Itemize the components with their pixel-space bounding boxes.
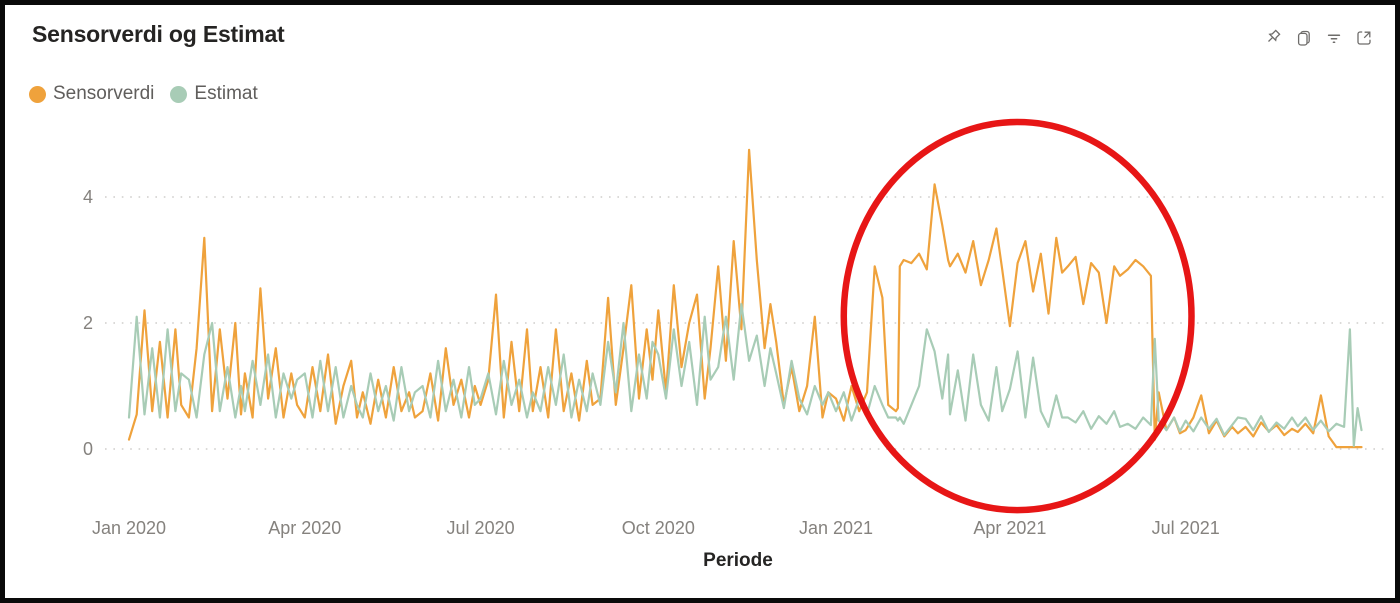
anomaly-circle-annotation [840, 118, 1195, 514]
filter-icon[interactable] [1325, 29, 1343, 47]
visual-header-actions [1265, 29, 1373, 47]
x-tick-label: Jul 2020 [447, 518, 515, 538]
legend-item-estimat[interactable]: Estimat [170, 83, 258, 105]
legend-item-sensorverdi[interactable]: Sensorverdi [29, 83, 154, 105]
legend-label-estimat: Estimat [194, 83, 258, 104]
x-tick-label: Jan 2020 [92, 518, 166, 538]
focus-mode-icon[interactable] [1355, 29, 1373, 47]
y-tick-label: 0 [83, 439, 93, 459]
pin-icon[interactable] [1265, 29, 1283, 47]
legend-label-sensorverdi: Sensorverdi [53, 83, 155, 104]
legend-swatch-estimat [170, 85, 188, 103]
chart-canvas: 0 2 4 Jan 2020 Apr 2020 Jul 2020 Oct 2020 Jan 2… [83, 118, 1386, 538]
x-tick-label: Apr 2020 [268, 518, 341, 538]
x-tick-label: Oct 2020 [622, 518, 695, 538]
legend: Sensorverdi Estimat [29, 83, 258, 105]
y-tick-label: 4 [83, 187, 93, 207]
x-tick-label: Apr 2021 [973, 518, 1046, 538]
legend-swatch-sensorverdi [29, 85, 46, 103]
copy-icon[interactable] [1295, 29, 1313, 47]
x-tick-label: Jul 2021 [1152, 518, 1220, 538]
visual-title: Sensorverdi og Estimat [32, 21, 285, 47]
x-tick-label: Jan 2021 [799, 518, 873, 538]
x-axis-title: Periode [703, 550, 773, 571]
y-tick-label: 2 [83, 313, 93, 333]
